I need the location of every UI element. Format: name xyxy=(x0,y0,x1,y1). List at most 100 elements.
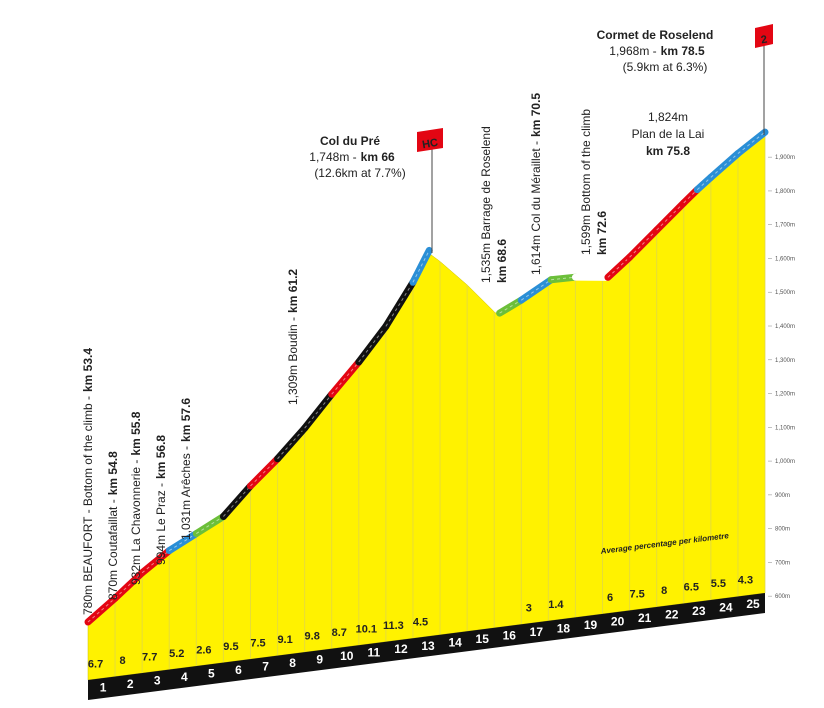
y-tick-label: 1,700m xyxy=(775,223,795,229)
annotation-text: 932m La Chavonnerie - xyxy=(129,460,143,585)
y-tick-label: 1,100m xyxy=(775,425,795,431)
km-label: 9 xyxy=(316,653,323,667)
vertical-annotation: 1,614m Col du Méraillet - km 70.5 xyxy=(529,93,543,275)
km-label: 2 xyxy=(127,677,134,691)
summit-detail: (12.6km at 7.7%) xyxy=(314,166,405,180)
flag-label: HC xyxy=(421,137,439,152)
gradient-label: 1.4 xyxy=(548,599,564,611)
summit-info: 1,968m - km 78.5 xyxy=(609,44,705,58)
km-label: 12 xyxy=(394,642,408,656)
km-label: 22 xyxy=(665,607,679,621)
annotation-km: km 68.6 xyxy=(495,239,509,283)
y-tick-label: 1,800m xyxy=(775,189,795,195)
band-dash xyxy=(629,229,658,258)
annotations: 6.7 8 7.7 5.2 2.6 9.5 7.5 9.1 9.8 8.7 10.1 11.3 4.5 3… xyxy=(81,24,795,670)
gradient-label: 9.8 xyxy=(305,630,320,642)
y-tick-label: 1,200m xyxy=(775,392,795,398)
point-name: Plan de la Lai xyxy=(632,127,705,141)
annotation-text: 1,535m Barrage de Roselend xyxy=(479,126,493,283)
gradient-label: 9.5 xyxy=(223,641,238,653)
band-dash xyxy=(250,458,278,487)
gradient-label: 2.6 xyxy=(196,644,211,656)
point-elevation: 1,824m xyxy=(648,110,688,124)
km-label: 7 xyxy=(262,660,269,674)
gradient-label: 7.7 xyxy=(142,651,157,663)
band-dash xyxy=(223,485,251,517)
band-dash xyxy=(607,256,630,278)
km-label: 4 xyxy=(181,670,188,684)
vertical-annotation: 1,031m Arêches - km 57.6 xyxy=(179,398,193,540)
annotation-text: 1,614m Col du Méraillet - xyxy=(529,141,543,275)
gradient-label: 8.7 xyxy=(332,627,347,639)
flag xyxy=(755,24,773,48)
annotation-text: 994m Le Praz - xyxy=(154,483,168,565)
km-label: 20 xyxy=(611,614,625,628)
gradient-label: 8 xyxy=(120,655,126,667)
summit-km: km 78.5 xyxy=(661,44,705,58)
vertical-annotation: 780m BEAUFORT - Bottom of the climb - km … xyxy=(81,348,95,615)
km-label: 5 xyxy=(208,667,215,681)
km-label: 6 xyxy=(235,663,242,677)
km-label: 16 xyxy=(503,628,517,642)
band-dash xyxy=(196,516,224,534)
band-dash xyxy=(656,202,685,231)
y-tick-label: 1,900m xyxy=(775,155,795,161)
km-label: 3 xyxy=(154,674,161,688)
gradient-label: 6 xyxy=(607,592,613,604)
vertical-annotation: km 72.6 xyxy=(595,211,609,255)
summit-info: 1,748m - km 66 xyxy=(309,150,395,164)
y-tick-label: 600m xyxy=(775,594,790,600)
annotation-text: 1,599m Bottom of the climb xyxy=(579,109,593,255)
gradient-label: 8 xyxy=(661,585,667,597)
vertical-annotation: 1,309m Boudin - km 61.2 xyxy=(286,269,300,405)
base-strip: 1 2 3 4 5 6 7 8 9 10 11 12 13 14 15 16 17 18 19 20 21 22 23 24 2… xyxy=(88,593,765,700)
km-label: 23 xyxy=(692,604,706,618)
summit-detail: (5.9km at 6.3%) xyxy=(623,60,708,74)
annotation-km: km 54.8 xyxy=(106,451,120,495)
summit-name: Cormet de Roselend xyxy=(597,28,714,42)
km-label: 14 xyxy=(448,635,462,649)
km-label: 11 xyxy=(368,646,381,660)
gradient-label: 7.5 xyxy=(629,589,644,601)
km-label: 18 xyxy=(557,621,571,635)
y-tick-label: 700m xyxy=(775,560,790,566)
flag xyxy=(417,128,443,152)
y-tick-label: 1,600m xyxy=(775,256,795,262)
band-dash xyxy=(551,276,576,281)
annotation-text: 1,031m Arêches - xyxy=(179,446,193,540)
vertical-annotation: 1,599m Bottom of the climb xyxy=(579,109,593,255)
gradient-label: 11.3 xyxy=(383,620,404,632)
vertical-annotation: 994m Le Praz - km 56.8 xyxy=(154,435,168,565)
gradient-label: 4.5 xyxy=(413,617,428,629)
summit-elevation: 1,968m - xyxy=(609,44,656,58)
y-tick-label: 1,300m xyxy=(775,358,795,364)
band-dash xyxy=(385,282,414,327)
km-label: 1 xyxy=(100,681,107,695)
flag-label: 2 xyxy=(760,34,768,47)
km-label: 25 xyxy=(746,597,760,611)
gradient-label: 5.5 xyxy=(711,578,726,590)
band-dash xyxy=(168,533,197,552)
band-segment xyxy=(409,246,433,286)
y-tick-label: 900m xyxy=(775,493,790,499)
gradient-label: 5.2 xyxy=(169,648,184,660)
vertical-annotation: 932m La Chavonnerie - km 55.8 xyxy=(129,411,143,585)
vertical-annotation: 870m Coutafaillat - km 54.8 xyxy=(106,451,120,600)
km-label: 15 xyxy=(476,632,490,646)
annotation-km: km 72.6 xyxy=(595,211,609,255)
band-dash xyxy=(277,427,306,460)
gradient-label: 4.3 xyxy=(738,575,753,587)
gradient-band xyxy=(84,128,769,626)
annotation-text: 1,309m Boudin - xyxy=(286,317,300,405)
gradient-label: 10.1 xyxy=(356,623,377,635)
vertical-annotation: 1,535m Barrage de Roselend xyxy=(479,126,493,283)
annotation-text: 870m Coutafaillat - xyxy=(106,499,120,600)
summit-name: Col du Pré xyxy=(320,134,380,148)
km-label: 13 xyxy=(421,639,435,653)
annotation-km: km 56.8 xyxy=(154,435,168,479)
gradient-label: 3 xyxy=(526,603,532,615)
band-segment xyxy=(138,547,173,577)
km-label: 17 xyxy=(530,625,544,639)
km-label: 21 xyxy=(638,611,652,625)
gradient-label: 6.7 xyxy=(88,658,103,670)
